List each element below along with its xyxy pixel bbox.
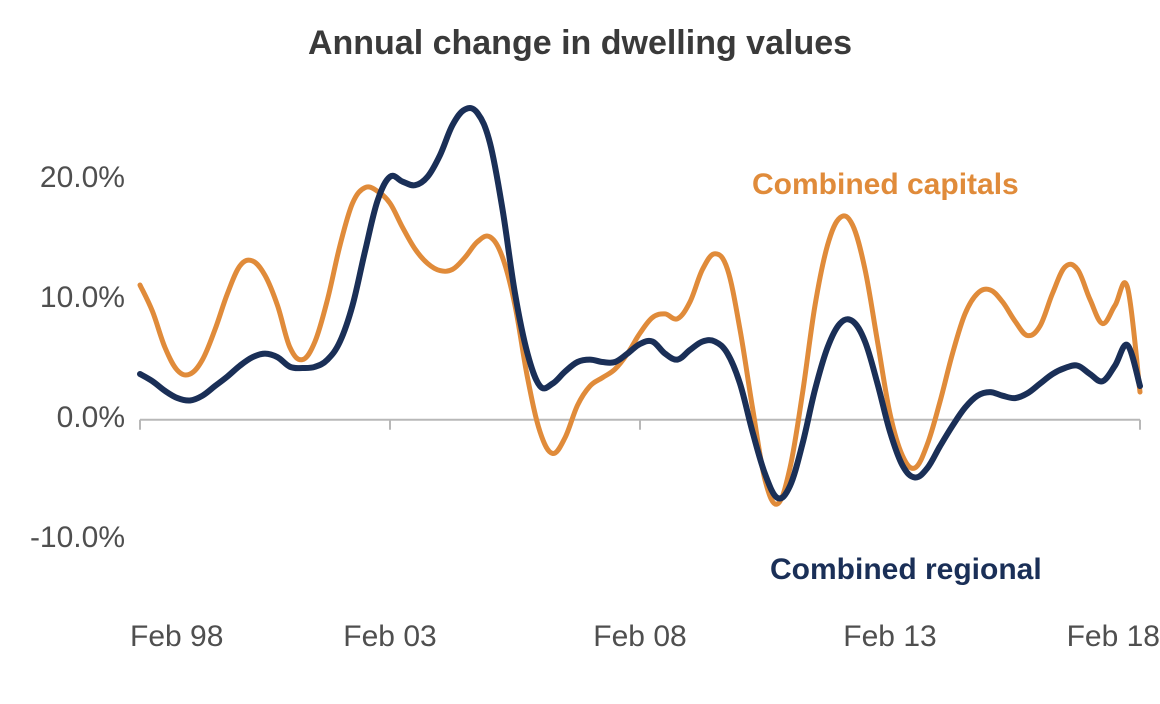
- line-chart: Annual change in dwelling values Combine…: [0, 0, 1160, 704]
- y-axis-label: 0.0%: [0, 401, 125, 435]
- series-label-capitals: Combined capitals: [752, 168, 1019, 202]
- x-axis-label: Feb 18: [1000, 620, 1160, 654]
- x-axis-label: Feb 08: [560, 620, 720, 654]
- y-axis-label: 10.0%: [0, 281, 125, 315]
- series-label-regional: Combined regional: [770, 553, 1042, 587]
- x-axis-label: Feb 03: [310, 620, 470, 654]
- y-axis-label: -10.0%: [0, 521, 125, 555]
- series-line-regional: [140, 108, 1140, 498]
- x-axis-label: Feb 98: [130, 620, 290, 654]
- y-axis-label: 20.0%: [0, 161, 125, 195]
- x-axis-label: Feb 13: [810, 620, 970, 654]
- chart-svg: [0, 0, 1160, 704]
